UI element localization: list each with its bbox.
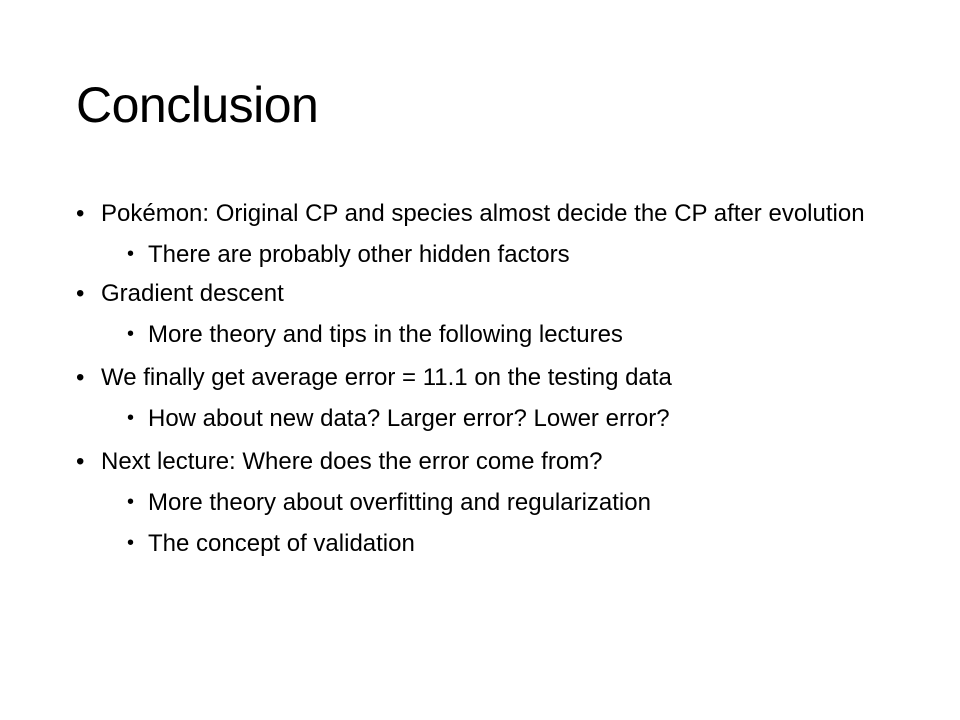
- list-item-text: Next lecture: Where does the error come …: [101, 448, 603, 475]
- bullet-icon: •: [76, 200, 85, 227]
- list-item: • Pokémon: Original CP and species almos…: [76, 197, 876, 271]
- bullet-icon: •: [127, 532, 135, 554]
- bullet-icon: •: [127, 323, 135, 345]
- sub-list: • How about new data? Larger error? Lowe…: [123, 402, 876, 435]
- bullet-icon: •: [76, 280, 85, 307]
- slide-title: Conclusion: [76, 77, 319, 133]
- sub-list: • More theory about overfitting and regu…: [123, 486, 876, 560]
- bullet-icon: •: [76, 448, 85, 475]
- sub-list-item: • The concept of validation: [123, 527, 876, 560]
- sub-list: • There are probably other hidden factor…: [123, 238, 876, 271]
- sub-list-item-text: There are probably other hidden factors: [148, 241, 570, 268]
- sub-list-item: • More theory about overfitting and regu…: [123, 486, 876, 519]
- list-item-text: Gradient descent: [101, 280, 284, 307]
- list-item: • Gradient descent • More theory and tip…: [76, 277, 876, 351]
- sub-list-item: • There are probably other hidden factor…: [123, 238, 876, 271]
- sub-list-item: • More theory and tips in the following …: [123, 318, 876, 351]
- bullet-icon: •: [127, 243, 135, 265]
- list-item: • Next lecture: Where does the error com…: [76, 445, 876, 560]
- sub-list: • More theory and tips in the following …: [123, 318, 876, 351]
- list-item: • We finally get average error = 11.1 on…: [76, 361, 876, 435]
- list-item-text: Pokémon: Original CP and species almost …: [101, 200, 865, 227]
- sub-list-item-text: More theory and tips in the following le…: [148, 321, 623, 348]
- sub-list-item: • How about new data? Larger error? Lowe…: [123, 402, 876, 435]
- list-item-text: We finally get average error = 11.1 on t…: [101, 364, 672, 391]
- sub-list-item-text: More theory about overfitting and regula…: [148, 489, 651, 516]
- bullet-list: • Pokémon: Original CP and species almos…: [76, 197, 876, 570]
- bullet-icon: •: [76, 364, 85, 391]
- bullet-icon: •: [127, 407, 135, 429]
- sub-list-item-text: How about new data? Larger error? Lower …: [148, 405, 670, 432]
- sub-list-item-text: The concept of validation: [148, 530, 415, 557]
- bullet-icon: •: [127, 491, 135, 513]
